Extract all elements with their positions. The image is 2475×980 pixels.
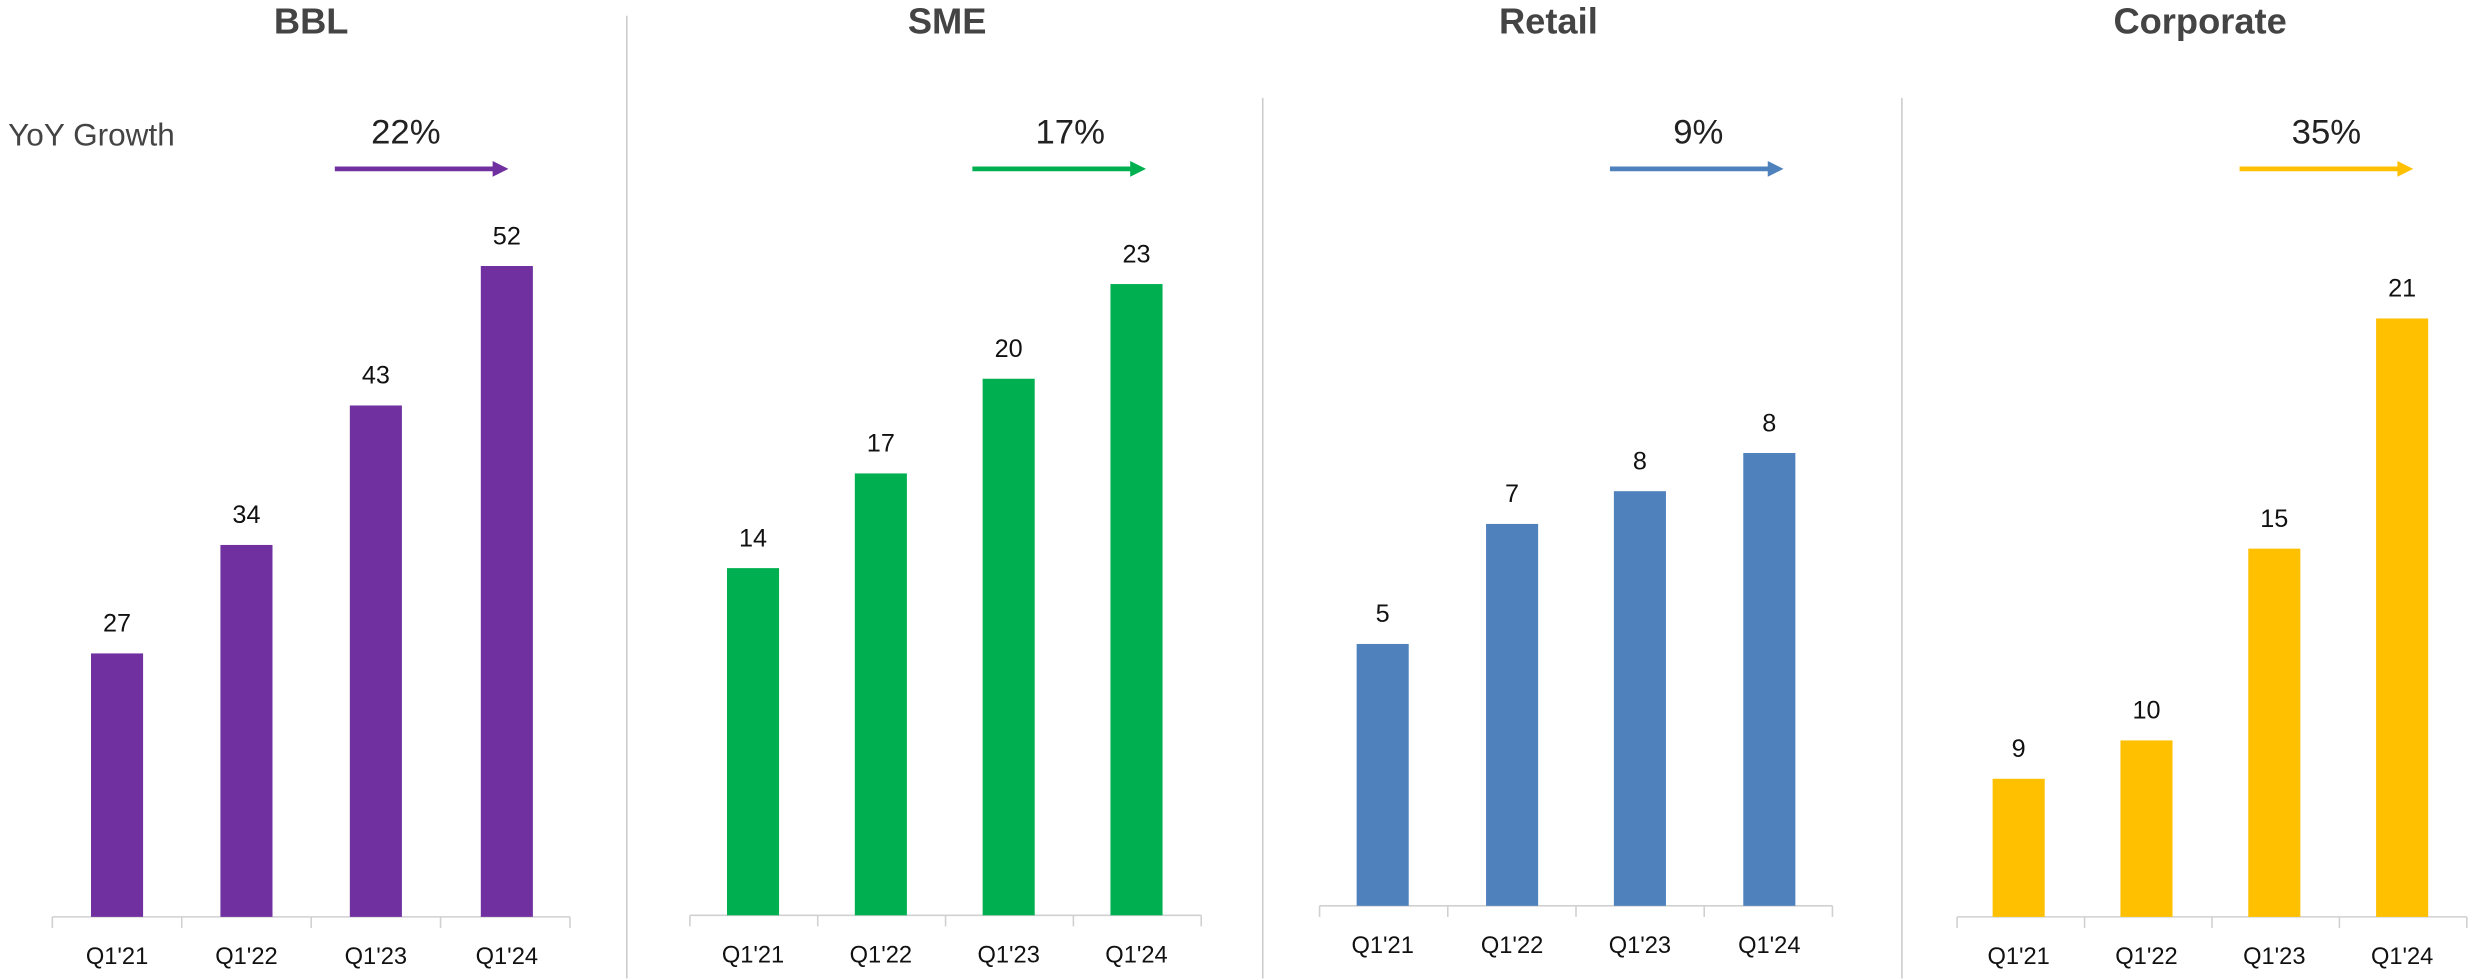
x-tick-label: Q1'24 <box>2371 944 2433 970</box>
bar <box>1356 643 1409 906</box>
growth-label: 22% <box>371 113 440 151</box>
x-tick-label: Q1'22 <box>1481 933 1543 959</box>
x-tick-label: Q1'24 <box>476 944 538 970</box>
bar <box>220 544 273 917</box>
value-label: 5 <box>1376 600 1390 628</box>
chart-title: BBL <box>274 0 349 41</box>
x-tick-label: Q1'22 <box>850 943 912 969</box>
bar <box>1743 453 1796 906</box>
arrow-head <box>1767 160 1784 177</box>
bar <box>349 405 402 917</box>
value-label: 15 <box>2260 505 2288 533</box>
growth-label: 9% <box>1673 113 1723 151</box>
bar <box>91 653 144 917</box>
value-label: 52 <box>493 222 521 250</box>
value-label: 8 <box>1633 447 1647 475</box>
value-label: 9 <box>2012 735 2026 763</box>
growth-label: 35% <box>2292 113 2361 151</box>
x-tick-label: Q1'23 <box>345 944 407 970</box>
bar <box>480 266 533 917</box>
value-label: 43 <box>362 362 390 390</box>
value-label: 8 <box>1762 409 1776 437</box>
x-tick-label: Q1'21 <box>86 944 148 970</box>
bar <box>2248 548 2301 917</box>
x-tick-label: Q1'22 <box>215 944 277 970</box>
chart-title: Corporate <box>2113 0 2286 41</box>
arrow-head <box>492 160 509 177</box>
value-label: 17 <box>867 430 895 458</box>
value-label: 7 <box>1505 480 1519 508</box>
bar <box>2120 740 2173 917</box>
bar <box>854 473 907 916</box>
value-label: 27 <box>103 610 131 638</box>
x-tick-label: Q1'24 <box>1105 943 1167 969</box>
bar <box>1992 778 2045 917</box>
chart-title: SME <box>908 0 987 41</box>
value-label: 20 <box>995 335 1023 363</box>
chart-title: Retail <box>1499 0 1598 41</box>
arrow-head <box>1130 160 1146 177</box>
x-tick-label: Q1'21 <box>1351 933 1413 959</box>
bar <box>1486 523 1539 906</box>
x-tick-label: Q1'21 <box>1987 944 2049 970</box>
value-label: 23 <box>1122 240 1150 268</box>
bar <box>2376 318 2429 917</box>
value-label: 34 <box>232 501 260 529</box>
bar <box>726 568 780 916</box>
x-tick-label: Q1'23 <box>1609 933 1671 959</box>
value-label: 10 <box>2132 697 2160 725</box>
x-tick-label: Q1'21 <box>722 943 784 969</box>
yoy-label: YoY Growth <box>8 117 175 153</box>
value-label: 21 <box>2388 275 2416 303</box>
x-tick-label: Q1'22 <box>2115 944 2177 970</box>
x-tick-label: Q1'23 <box>2243 944 2305 970</box>
value-label: 14 <box>739 524 767 552</box>
bar <box>982 378 1035 916</box>
x-tick-label: Q1'24 <box>1738 933 1800 959</box>
growth-label: 17% <box>1035 113 1104 151</box>
bar <box>1110 284 1163 916</box>
arrow-head <box>2397 160 2414 177</box>
bar <box>1613 491 1666 906</box>
x-tick-label: Q1'23 <box>977 943 1039 969</box>
